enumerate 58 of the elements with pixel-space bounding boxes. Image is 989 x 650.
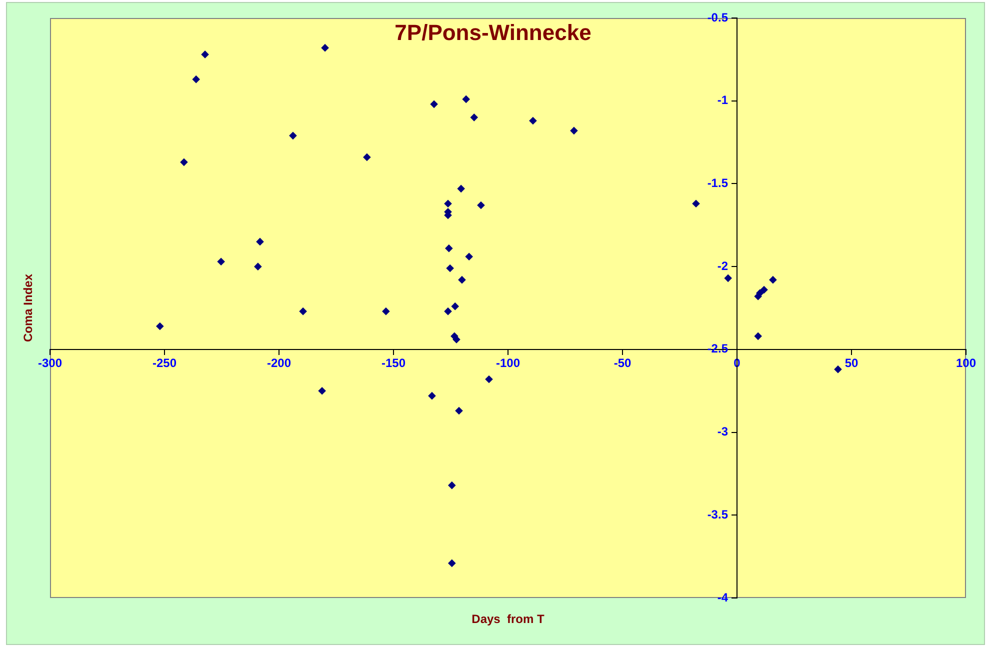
x-tick-label: -200 [266, 356, 292, 370]
x-tick-label: 100 [956, 356, 976, 370]
y-tick-label: -0.5 [707, 10, 728, 24]
chart-title: 7P/Pons-Winnecke [394, 20, 592, 45]
point [446, 264, 454, 272]
y-tick-label: -1 [717, 93, 728, 108]
point [254, 262, 262, 270]
point [289, 132, 297, 140]
point [457, 184, 465, 192]
point [760, 286, 768, 294]
point [769, 276, 777, 284]
y-tick-label: -4 [717, 590, 728, 604]
point [382, 308, 390, 316]
point [180, 158, 188, 166]
point [692, 200, 700, 208]
y-tick-label: -3 [717, 424, 728, 439]
point [321, 44, 329, 52]
point [462, 96, 470, 103]
y-axis-title: Coma Index [21, 274, 35, 342]
point [428, 392, 436, 400]
x-axis-title: Days from T [470, 612, 546, 626]
x-tick-label: -100 [496, 356, 520, 370]
y-tick-label: -1.5 [707, 176, 728, 190]
x-tick-label: -250 [152, 356, 177, 370]
point [430, 100, 438, 108]
point [756, 289, 764, 297]
point [444, 200, 452, 208]
point [201, 50, 209, 58]
point [754, 332, 762, 340]
y-tick-label: -3.5 [707, 507, 728, 522]
point [299, 308, 307, 316]
point [834, 366, 842, 374]
point [156, 322, 164, 330]
x-tick-label: -150 [381, 356, 406, 370]
point [217, 258, 225, 266]
point [318, 387, 326, 395]
point [256, 238, 264, 246]
y-tick-label: -2 [717, 258, 728, 273]
point [445, 244, 453, 252]
point [448, 560, 456, 567]
point [724, 274, 732, 282]
point [465, 252, 473, 260]
point [470, 114, 478, 122]
x-tick-label: -50 [614, 356, 632, 370]
point [458, 276, 466, 284]
point [455, 407, 463, 414]
point [485, 376, 493, 383]
point [452, 336, 460, 344]
point [444, 308, 452, 316]
point [451, 302, 459, 310]
point [363, 154, 371, 161]
point [529, 117, 537, 124]
point [192, 76, 200, 84]
point [448, 482, 456, 490]
x-tick-label: 50 [844, 356, 858, 370]
point [477, 202, 485, 209]
x-tick-label: -300 [38, 356, 62, 370]
point [570, 126, 578, 134]
